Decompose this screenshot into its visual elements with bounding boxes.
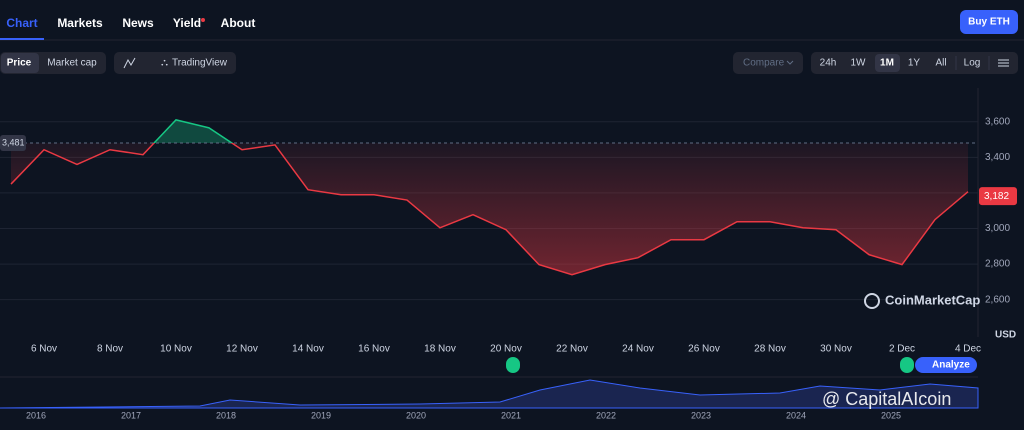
line-icon[interactable] xyxy=(123,57,136,69)
range[interactable]: 1W xyxy=(851,58,867,69)
x-tick-label: 12 Nov xyxy=(226,344,258,355)
price-line xyxy=(10,142,969,276)
y-tick-label: 3,400 xyxy=(985,152,1010,163)
compare-box[interactable] xyxy=(733,52,803,74)
year-label: 2024 xyxy=(786,410,806,420)
buy-button[interactable] xyxy=(960,10,1018,34)
range[interactable]: 1Y xyxy=(908,58,921,69)
settings-icon[interactable] xyxy=(998,59,1009,67)
toggle-marketcap[interactable]: Market cap xyxy=(47,58,97,69)
cmc-logo xyxy=(864,293,880,309)
year-label: 2022 xyxy=(596,410,616,420)
year-label: 2021 xyxy=(501,410,521,420)
ranges: 24h 1W 1M 1Y All xyxy=(820,58,947,69)
tab[interactable]: Yield xyxy=(173,16,201,30)
x-tick-label: 2 Dec xyxy=(889,344,915,355)
y-tick-label: 2,600 xyxy=(985,294,1010,305)
y-tick-label: 3,600 xyxy=(985,116,1010,127)
chart-watermark: CoinMarketCap xyxy=(885,292,980,307)
chevron xyxy=(786,60,794,65)
x-tick-label: 20 Nov xyxy=(490,344,522,355)
year-label: 2020 xyxy=(406,410,426,420)
last-price-label: 3,182 xyxy=(984,191,1009,202)
tab[interactable]: About xyxy=(221,16,256,30)
analyze[interactable]: Analyze xyxy=(932,360,970,371)
x-tick-label: 14 Nov xyxy=(292,344,324,355)
area-below xyxy=(11,142,968,275)
tab[interactable]: Chart xyxy=(6,16,37,30)
x-tick-label: 22 Nov xyxy=(556,344,588,355)
y-unit: USD xyxy=(995,330,1016,341)
tab-indicator xyxy=(0,38,44,40)
event-marker[interactable] xyxy=(900,357,914,373)
year-label: 2023 xyxy=(691,410,711,420)
toggle-selected xyxy=(1,53,39,73)
x-tick-label: 10 Nov xyxy=(160,344,192,355)
x-tick-label: 30 Nov xyxy=(820,344,852,355)
range[interactable]: 1M xyxy=(880,58,894,69)
last-price-tag xyxy=(979,187,1017,206)
x-tick-label: 4 Dec xyxy=(955,344,981,355)
buy-label[interactable]: Buy ETH xyxy=(968,17,1010,28)
x-tick-label: 18 Nov xyxy=(424,344,456,355)
toggle-price[interactable]: Price xyxy=(7,58,32,69)
x-tick-label: 28 Nov xyxy=(754,344,786,355)
tv-icon: ⛬ xyxy=(161,58,168,69)
x-tick-label: 6 Nov xyxy=(31,344,57,355)
tab[interactable]: News xyxy=(122,16,154,30)
year-label: 2018 xyxy=(216,410,236,420)
range-group xyxy=(811,52,1018,74)
price-line-above xyxy=(153,119,234,143)
yield-dot xyxy=(201,18,205,22)
x-tick-label: 26 Nov xyxy=(688,344,720,355)
y-tick-label: 3,000 xyxy=(985,223,1010,234)
range-selected xyxy=(875,54,900,72)
y-tick-label: 2,800 xyxy=(985,259,1010,270)
analyze-button[interactable] xyxy=(915,357,977,373)
x-tick-label: 24 Nov xyxy=(622,344,654,355)
year-label: 2019 xyxy=(311,410,331,420)
log[interactable]: Log xyxy=(964,58,981,69)
watermark: @ CapitalAIcoin xyxy=(822,389,951,409)
tool-group xyxy=(114,52,236,74)
x-tick-label: 8 Nov xyxy=(97,344,123,355)
range[interactable]: 24h xyxy=(820,58,837,69)
event-marker[interactable] xyxy=(506,357,520,373)
compare[interactable]: Compare xyxy=(743,58,785,69)
years: 2016 2017 2018 2019 2020 2021 2022 2023 2024 2025 xyxy=(26,410,901,420)
tab[interactable]: Markets xyxy=(57,16,103,30)
x-tick-label: 16 Nov xyxy=(358,344,390,355)
year-label: 2016 xyxy=(26,410,46,420)
reference-label: 3,481 xyxy=(2,137,25,147)
range[interactable]: All xyxy=(935,58,946,69)
tabs: Chart Markets News Yield About xyxy=(6,16,255,30)
overview-area xyxy=(0,379,979,409)
year-label: 2017 xyxy=(121,410,141,420)
tradingview[interactable]: TradingView xyxy=(172,58,228,69)
year-label: 2025 xyxy=(881,410,901,420)
reference-tag xyxy=(0,134,26,151)
area-above xyxy=(154,119,232,143)
